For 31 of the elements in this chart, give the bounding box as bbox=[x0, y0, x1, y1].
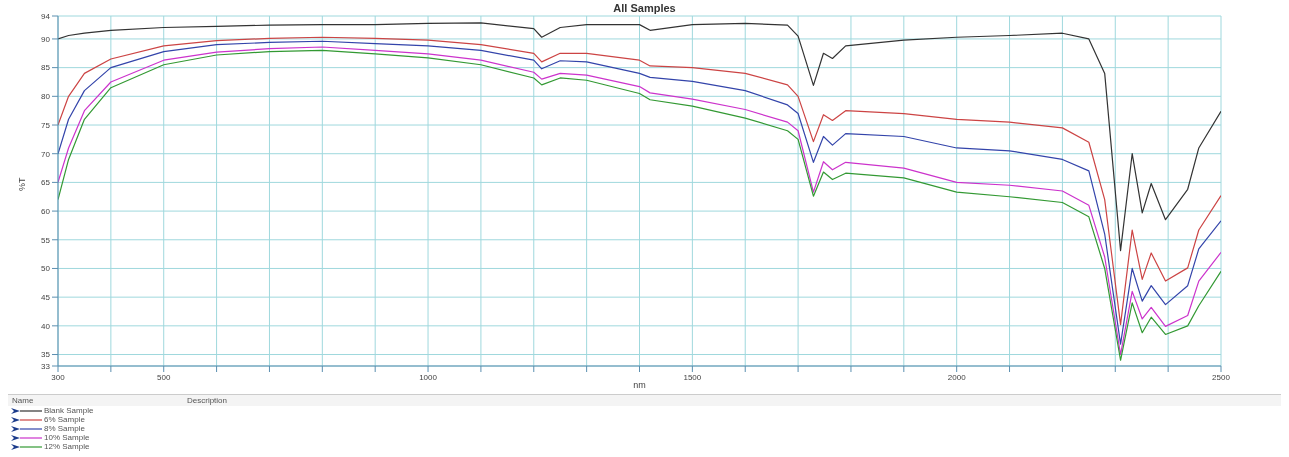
x-axis-title: nm bbox=[633, 380, 646, 390]
y-tick-label: 55 bbox=[41, 235, 51, 245]
x-tick-label: 500 bbox=[157, 372, 171, 382]
y-tick-label: 40 bbox=[41, 321, 51, 331]
y-tick-label: 45 bbox=[41, 292, 51, 302]
y-tick-label: 90 bbox=[41, 34, 51, 44]
y-tick-label: 35 bbox=[41, 350, 51, 360]
legend-label: 10% Sample bbox=[44, 433, 90, 442]
legend-label: 6% Sample bbox=[44, 415, 85, 424]
x-tick-label: 300 bbox=[51, 372, 66, 382]
y-tick-label: 75 bbox=[41, 120, 51, 130]
legend-title: Name bbox=[11, 395, 35, 406]
y-tick-label: 94 bbox=[41, 11, 51, 21]
y-tick-label: 60 bbox=[41, 206, 51, 216]
y-tick-label: 70 bbox=[41, 149, 51, 159]
x-tick-label: 1500 bbox=[683, 372, 702, 382]
line-series bbox=[58, 22, 1221, 252]
legend-label: Blank Sample bbox=[44, 406, 94, 415]
y-tick-label: 85 bbox=[41, 63, 51, 73]
text: Description bbox=[187, 395, 228, 406]
legend-label: 8% Sample bbox=[44, 424, 85, 433]
x-tick-label: 1000 bbox=[419, 372, 438, 382]
chart-title: All Samples bbox=[613, 2, 676, 14]
legend-label: 12% Sample bbox=[44, 442, 90, 451]
y-axis-title: %T bbox=[17, 177, 28, 191]
y-tick-label: 80 bbox=[41, 92, 51, 102]
y-tick-label: 50 bbox=[41, 264, 51, 274]
y-tick-label: 65 bbox=[41, 178, 51, 188]
x-tick-label: 2000 bbox=[947, 372, 967, 382]
y-tick-label: 33 bbox=[41, 361, 51, 371]
x-tick-label: 2500 bbox=[1212, 372, 1231, 382]
